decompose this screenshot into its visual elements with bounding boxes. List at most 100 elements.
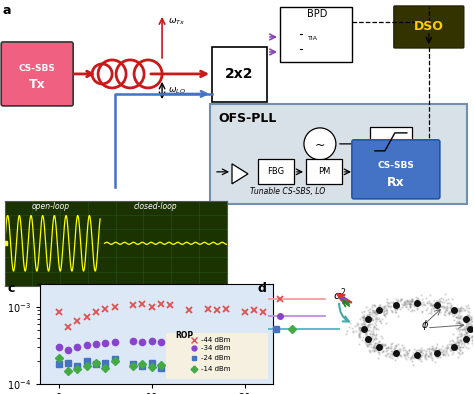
Point [392, 303, 399, 309]
Point [447, 302, 455, 309]
Point [458, 332, 465, 338]
Point [461, 333, 469, 339]
Point [383, 307, 391, 313]
Point [368, 315, 376, 322]
Point [412, 348, 419, 354]
Text: -34 dBm: -34 dBm [201, 346, 230, 351]
FancyBboxPatch shape [212, 47, 267, 102]
Point [450, 340, 458, 346]
Point [363, 327, 371, 334]
Point [433, 301, 441, 307]
Point [371, 309, 378, 315]
Point [407, 301, 414, 307]
Point [465, 328, 473, 335]
Point [448, 311, 456, 317]
Point [418, 307, 426, 314]
Text: ~: ~ [315, 138, 325, 151]
Text: -44 dBm: -44 dBm [201, 337, 230, 343]
Point [375, 349, 383, 355]
Point [470, 317, 474, 323]
Point [392, 348, 400, 354]
Point [463, 320, 470, 327]
Point [361, 328, 369, 334]
Point [361, 321, 369, 327]
Point [365, 347, 373, 353]
Point [402, 303, 410, 309]
Point [383, 296, 391, 303]
Point [384, 300, 392, 307]
Point [430, 302, 438, 308]
Point [410, 303, 418, 309]
Point [358, 314, 365, 320]
Text: BPD: BPD [307, 9, 327, 19]
Point [364, 342, 372, 349]
Point [439, 303, 447, 309]
Point [472, 315, 474, 322]
Point [417, 349, 425, 355]
Text: Tx: Tx [29, 78, 46, 91]
Point [409, 358, 416, 364]
Point [405, 300, 413, 307]
Point [382, 310, 390, 316]
Point [443, 342, 451, 349]
FancyBboxPatch shape [394, 6, 464, 48]
Point [408, 296, 416, 302]
Text: DSO: DSO [414, 20, 444, 33]
Point [366, 335, 374, 342]
Point [444, 303, 451, 309]
Point [384, 344, 392, 350]
Point [422, 307, 430, 313]
Point [467, 326, 474, 332]
Point [469, 327, 474, 334]
Point [411, 301, 419, 307]
Point [429, 302, 437, 308]
Point [456, 347, 464, 353]
Text: $\sigma_\phi^2$: $\sigma_\phi^2$ [333, 287, 347, 309]
Point [353, 328, 360, 334]
Point [442, 297, 450, 303]
Point [411, 353, 419, 359]
Point [437, 304, 444, 310]
Point [431, 346, 438, 352]
Point [464, 318, 472, 324]
Point [466, 321, 474, 327]
Point [463, 335, 470, 341]
Point [368, 347, 376, 353]
Point [371, 345, 379, 351]
Point [457, 323, 465, 329]
Point [441, 312, 449, 318]
Point [453, 318, 461, 324]
Point [372, 345, 379, 351]
Point [416, 353, 423, 359]
Point [457, 312, 465, 319]
Point [464, 323, 472, 329]
Point [370, 317, 377, 323]
Point [370, 309, 378, 315]
Point [422, 349, 429, 356]
Text: $\omega_{Tx}$: $\omega_{Tx}$ [168, 17, 185, 28]
Point [363, 318, 370, 324]
Point [467, 314, 474, 320]
Point [448, 307, 456, 313]
Point [363, 332, 371, 338]
Point [400, 299, 408, 305]
Point [453, 346, 460, 353]
Point [383, 298, 391, 305]
Point [443, 305, 450, 312]
Point [401, 300, 408, 307]
Point [360, 317, 367, 323]
Point [455, 308, 463, 314]
Point [456, 340, 463, 346]
Point [458, 325, 466, 332]
Point [457, 336, 465, 342]
Point [395, 304, 403, 310]
Point [438, 302, 445, 309]
Point [452, 340, 459, 346]
Point [397, 353, 404, 359]
Point [449, 306, 456, 312]
Point [366, 331, 374, 338]
Point [428, 343, 436, 349]
FancyBboxPatch shape [370, 127, 412, 157]
Point [367, 336, 375, 342]
Point [451, 342, 459, 349]
